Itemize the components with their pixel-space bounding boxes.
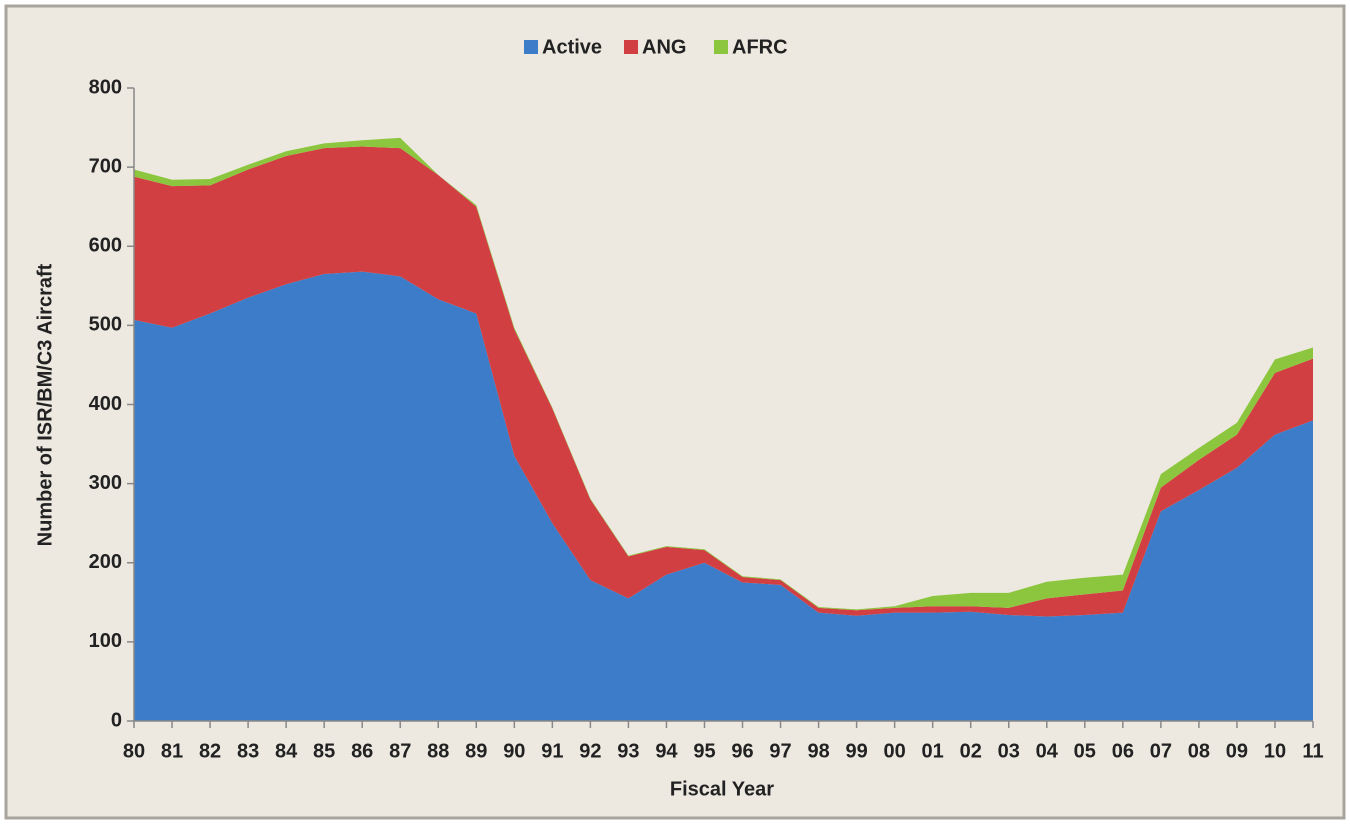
legend-label: Active <box>542 36 602 58</box>
x-tick-label: 85 <box>313 740 335 762</box>
x-tick-label: 88 <box>427 740 449 762</box>
x-tick-label: 94 <box>655 740 678 762</box>
y-axis-title: Number of ISR/BM/C3 Aircraft <box>34 263 56 546</box>
x-tick-label: 10 <box>1264 740 1286 762</box>
y-tick-label: 300 <box>89 472 122 494</box>
legend-swatch <box>714 40 728 54</box>
x-tick-label: 97 <box>769 740 791 762</box>
x-tick-label: 89 <box>465 740 487 762</box>
x-tick-label: 84 <box>275 740 298 762</box>
y-tick-label: 800 <box>89 76 122 98</box>
x-tick-label: 83 <box>237 740 259 762</box>
x-tick-label: 91 <box>541 740 563 762</box>
x-tick-label: 90 <box>503 740 525 762</box>
y-tick-label: 600 <box>89 235 122 257</box>
x-tick-label: 82 <box>199 740 221 762</box>
x-tick-label: 96 <box>731 740 753 762</box>
y-tick-label: 200 <box>89 551 122 573</box>
x-tick-label: 87 <box>389 740 411 762</box>
legend-label: ANG <box>642 36 686 58</box>
y-tick-label: 0 <box>111 709 122 731</box>
x-tick-label: 00 <box>884 740 906 762</box>
legend-swatch <box>524 40 538 54</box>
x-tick-label: 81 <box>161 740 183 762</box>
area <box>134 271 1313 721</box>
x-tick-label: 05 <box>1074 740 1096 762</box>
x-tick-label: 86 <box>351 740 373 762</box>
x-tick-label: 92 <box>579 740 601 762</box>
legend-label: AFRC <box>732 36 788 58</box>
x-tick-label: 98 <box>807 740 829 762</box>
x-tick-label: 04 <box>1036 740 1059 762</box>
x-tick-label: 03 <box>998 740 1020 762</box>
x-axis-title: Fiscal Year <box>670 778 774 800</box>
x-tick-label: 08 <box>1188 740 1210 762</box>
x-tick-label: 01 <box>922 740 944 762</box>
y-tick-label: 400 <box>89 393 122 415</box>
legend-swatch <box>624 40 638 54</box>
area <box>134 146 1313 617</box>
x-tick-label: 93 <box>617 740 639 762</box>
y-tick-label: 700 <box>89 155 122 177</box>
x-tick-label: 80 <box>123 740 145 762</box>
x-tick-label: 07 <box>1150 740 1172 762</box>
x-tick-label: 11 <box>1302 740 1323 762</box>
y-tick-label: 100 <box>89 630 122 652</box>
x-tick-label: 99 <box>845 740 867 762</box>
x-tick-label: 09 <box>1226 740 1248 762</box>
x-tick-label: 02 <box>960 740 982 762</box>
x-tick-label: 95 <box>693 740 715 762</box>
x-tick-label: 06 <box>1112 740 1134 762</box>
y-tick-label: 500 <box>89 314 122 336</box>
